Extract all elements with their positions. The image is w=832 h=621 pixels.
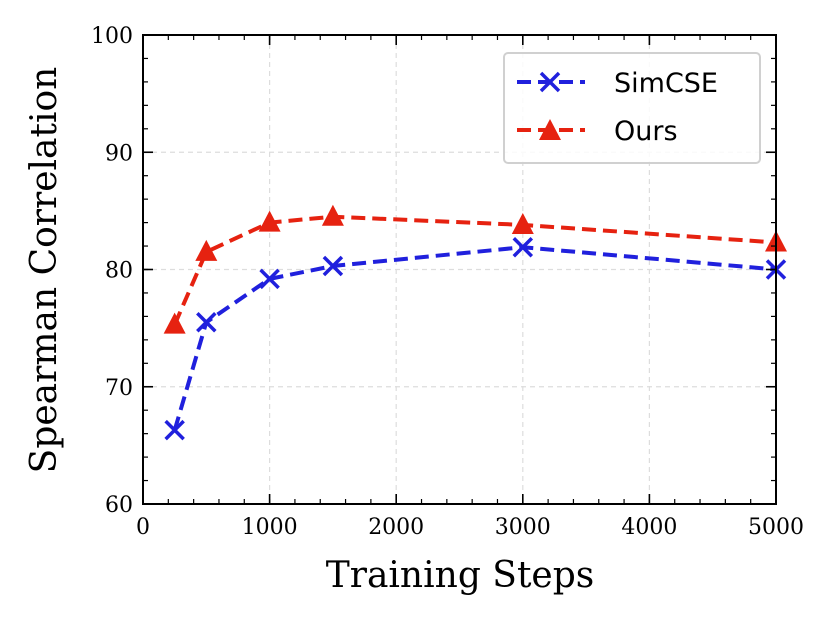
x-tick-label: 2000 [368, 515, 424, 540]
legend-marker-ours [539, 119, 561, 140]
data-point-simcse [322, 255, 344, 277]
data-point-simcse [512, 236, 534, 258]
series-line-simcse [172, 245, 777, 431]
data-point-simcse [164, 419, 185, 441]
legend-marker-simcse [539, 71, 561, 93]
y-tick-label: 80 [105, 259, 133, 284]
data-point-ours [195, 239, 218, 261]
legend: SimCSE Ours [503, 52, 761, 164]
x-tick-label: 5000 [748, 515, 804, 540]
data-point-ours [258, 210, 281, 232]
y-tick-label: 60 [105, 493, 133, 518]
x-tick-label: 1000 [242, 515, 298, 540]
series-layer [163, 204, 787, 441]
x-tick-label: 4000 [621, 515, 677, 540]
x-axis-label: Training Steps [326, 555, 595, 596]
y-tick-label: 70 [105, 376, 133, 401]
data-point-ours [163, 312, 186, 334]
x-tick-label: 3000 [495, 515, 551, 540]
y-tick-label: 100 [91, 24, 133, 49]
x-tick-label: 0 [136, 515, 150, 540]
y-tick-label: 90 [105, 141, 133, 166]
y-axis-label: Spearman Correlation [24, 67, 65, 474]
data-point-ours [511, 212, 534, 234]
data-point-ours [321, 204, 344, 226]
data-point-simcse [196, 312, 217, 333]
data-point-simcse [259, 268, 280, 290]
axis-ticks: 0 1000 2000 3000 4000 5000 60 70 80 90 100 [91, 24, 804, 540]
legend-label-simcse: SimCSE [614, 68, 718, 99]
series-line-ours [172, 214, 777, 326]
legend-label-ours: Ours [614, 116, 678, 147]
grid-lines [143, 35, 776, 504]
